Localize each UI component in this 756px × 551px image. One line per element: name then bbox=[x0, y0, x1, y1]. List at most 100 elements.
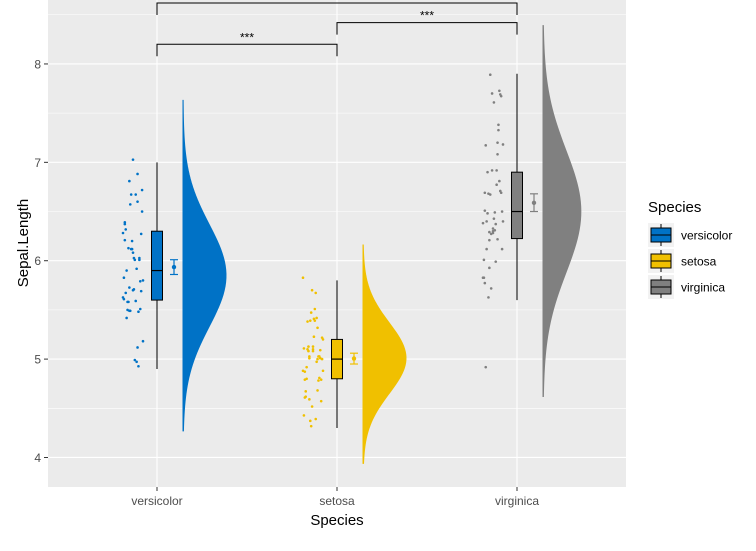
data-point-versicolor bbox=[141, 339, 145, 343]
data-point-virginica bbox=[496, 152, 499, 156]
data-point-versicolor bbox=[131, 158, 135, 161]
data-point-versicolor bbox=[141, 279, 145, 282]
data-point-setosa bbox=[319, 378, 323, 381]
data-point-versicolor bbox=[125, 269, 128, 272]
data-point-versicolor bbox=[123, 222, 127, 226]
data-point-setosa bbox=[308, 319, 312, 322]
density-cloud-virginica bbox=[542, 25, 582, 397]
data-point-virginica bbox=[491, 227, 495, 230]
data-point-virginica bbox=[488, 238, 491, 242]
data-point-versicolor bbox=[138, 258, 141, 262]
data-point-setosa bbox=[308, 398, 311, 401]
data-point-virginica bbox=[498, 89, 501, 93]
data-point-virginica bbox=[496, 237, 499, 241]
data-point-versicolor bbox=[140, 210, 144, 213]
data-point-setosa bbox=[316, 389, 319, 392]
y-tick-label: 8 bbox=[34, 57, 41, 71]
data-point-virginica bbox=[501, 143, 505, 146]
box-virginica bbox=[511, 171, 523, 240]
mean-point-setosa bbox=[351, 356, 357, 361]
data-point-setosa bbox=[316, 357, 319, 361]
boxplots bbox=[151, 73, 523, 428]
legend-label-virginica: virginica bbox=[681, 281, 725, 295]
data-point-versicolor bbox=[129, 193, 133, 196]
data-point-versicolor bbox=[138, 307, 142, 311]
mean-point-versicolor bbox=[171, 264, 177, 270]
data-point-virginica bbox=[485, 247, 488, 251]
data-point-virginica bbox=[484, 365, 488, 369]
data-point-setosa bbox=[321, 369, 325, 373]
data-point-virginica bbox=[490, 92, 494, 95]
mean-errorbars bbox=[170, 193, 538, 365]
data-point-versicolor bbox=[127, 300, 130, 304]
data-point-virginica bbox=[486, 170, 489, 174]
data-point-virginica bbox=[488, 230, 491, 234]
data-point-setosa bbox=[315, 360, 318, 364]
data-point-setosa bbox=[311, 345, 315, 348]
data-point-setosa bbox=[308, 355, 311, 358]
y-axis-title: Sepal.Length bbox=[15, 199, 32, 287]
legend-label-versicolor: versicolor bbox=[681, 229, 732, 243]
data-point-versicolor bbox=[124, 291, 128, 295]
data-point-setosa bbox=[302, 414, 306, 417]
data-point-versicolor bbox=[137, 364, 140, 368]
significance-brackets: *** *** *** bbox=[156, 0, 518, 57]
data-point-virginica bbox=[482, 276, 486, 279]
data-point-virginica bbox=[495, 169, 498, 172]
y-tick-label: 7 bbox=[34, 156, 41, 170]
data-point-versicolor bbox=[122, 297, 126, 301]
comparison-bracket bbox=[156, 43, 338, 57]
data-point-virginica bbox=[491, 229, 495, 233]
data-point-virginica bbox=[488, 73, 492, 76]
data-point-setosa bbox=[317, 379, 320, 382]
data-point-setosa bbox=[310, 405, 314, 408]
data-point-versicolor bbox=[130, 247, 134, 251]
data-point-setosa bbox=[311, 347, 315, 351]
data-point-virginica bbox=[483, 281, 487, 285]
data-point-versicolor bbox=[136, 346, 139, 349]
data-point-versicolor bbox=[125, 316, 128, 320]
data-point-versicolor bbox=[136, 200, 139, 203]
box-versicolor bbox=[151, 230, 163, 301]
data-point-virginica bbox=[488, 266, 491, 270]
comparison-bracket bbox=[336, 22, 518, 35]
data-point-virginica bbox=[499, 94, 503, 98]
data-point-versicolor bbox=[135, 360, 138, 364]
data-point-setosa bbox=[301, 276, 305, 279]
data-point-versicolor bbox=[128, 309, 132, 313]
data-point-setosa bbox=[307, 349, 310, 353]
data-point-versicolor bbox=[131, 288, 135, 292]
data-point-setosa bbox=[315, 316, 318, 320]
significance-label: *** bbox=[420, 9, 434, 23]
data-point-setosa bbox=[311, 349, 315, 353]
data-point-setosa bbox=[305, 365, 308, 369]
data-point-versicolor bbox=[131, 251, 135, 254]
data-point-setosa bbox=[303, 378, 307, 381]
legend: Species versicolor setosa virginica bbox=[648, 199, 732, 299]
data-point-virginica bbox=[483, 209, 487, 212]
data-point-versicolor bbox=[123, 220, 127, 224]
data-point-versicolor bbox=[140, 188, 144, 192]
data-point-virginica bbox=[494, 260, 498, 263]
data-point-virginica bbox=[496, 141, 499, 144]
data-point-setosa bbox=[314, 417, 318, 421]
data-point-virginica bbox=[501, 220, 505, 223]
density-cloud-versicolor bbox=[182, 99, 227, 432]
x-axis-title: Species bbox=[310, 512, 363, 529]
data-point-setosa bbox=[306, 320, 309, 323]
data-point-virginica bbox=[489, 232, 493, 236]
x-tick-label: virginica bbox=[495, 494, 539, 508]
data-point-versicolor bbox=[130, 239, 134, 243]
data-point-setosa bbox=[312, 335, 316, 339]
data-point-virginica bbox=[485, 220, 488, 223]
data-point-setosa bbox=[310, 288, 314, 292]
data-point-versicolor bbox=[128, 286, 131, 289]
data-point-virginica bbox=[497, 128, 500, 132]
data-point-setosa bbox=[301, 369, 305, 373]
data-point-setosa bbox=[319, 399, 323, 403]
data-point-versicolor bbox=[133, 258, 137, 262]
data-point-virginica bbox=[481, 221, 485, 225]
data-point-setosa bbox=[308, 419, 312, 423]
significance-label: *** bbox=[330, 0, 344, 3]
